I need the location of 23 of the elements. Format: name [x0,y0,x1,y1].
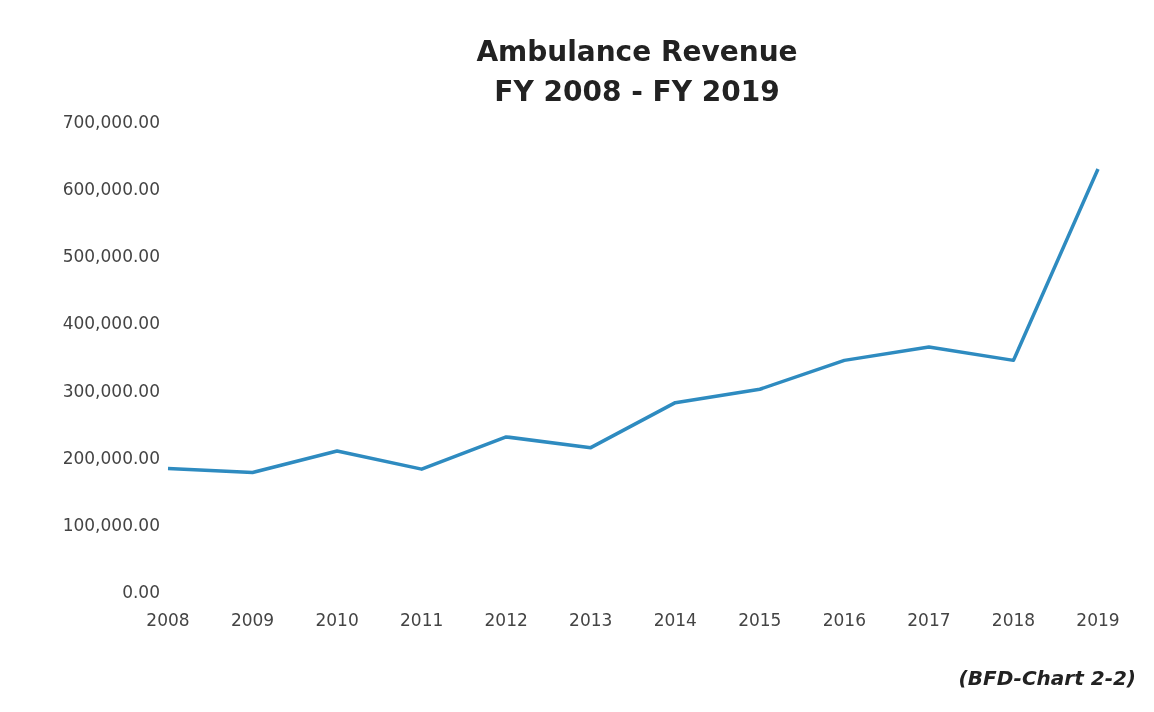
y-tick-label: 500,000.00 [62,246,160,267]
line-series [166,167,1100,475]
y-tick-label: 600,000.00 [62,179,160,200]
chart-title: Ambulance Revenue FY 2008 - FY 2019 [475,34,799,110]
x-tick-label: 2015 [738,610,782,631]
y-tick-label: 0.00 [122,582,160,603]
x-tick-label: 2012 [484,610,528,631]
x-tick-label: 2011 [400,610,444,631]
x-tick-label: 2013 [569,610,613,631]
x-tick-label: 2010 [315,610,359,631]
x-tick-label: 2019 [1076,610,1120,631]
text: (BFD-Chart 2-2) [958,666,1136,690]
y-tick-label: 700,000.00 [62,112,160,133]
y-tick-label: 100,000.00 [62,514,160,535]
x-tick-label: 2017 [907,610,951,631]
x-tick-label: 2009 [230,610,275,631]
x-tick-label: 2018 [991,610,1036,631]
x-tick-label: 2008 [146,610,190,631]
y-tick-label: 400,000.00 [62,313,160,334]
x-tick-label: 2016 [822,610,866,631]
y-tick-label: 200,000.00 [62,447,160,468]
x-tick-label: 2014 [653,610,697,631]
y-tick-label: 300,000.00 [62,380,160,401]
